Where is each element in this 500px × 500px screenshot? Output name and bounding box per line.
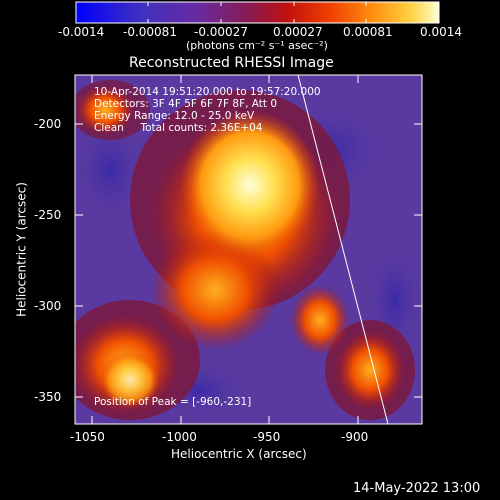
colorbar-tick-5: 0.00081	[343, 25, 393, 39]
x-ticks	[91, 75, 359, 424]
footer-timestamp: 14-May-2022 13:00	[353, 481, 481, 496]
y-tick-label: -200	[34, 117, 62, 131]
colorbar	[75, 1, 440, 24]
info-time-range: 10-Apr-2014 19:51:20.000 to 19:57:20.000	[94, 86, 321, 98]
x-axis-label: Heliocentric X (arcsec)	[171, 447, 307, 461]
colorbar-tick-1: -0.0014	[58, 25, 105, 39]
colorbar-tick-4: 0.00027	[273, 25, 323, 39]
heatmap-image	[75, 75, 422, 424]
info-detectors: Detectors: 3F 4F 5F 6F 7F 8F, Att 0	[94, 98, 278, 110]
plot-title: Reconstructed RHESSI Image	[129, 55, 334, 71]
colorbar-tick-3: -0.00027	[194, 25, 248, 39]
y-axis-label: Heliocentric Y (arcsec)	[14, 182, 29, 317]
y-tick-label: -300	[34, 299, 62, 313]
colorbar-tick-6: 0.0014	[420, 25, 462, 39]
y-tick-label: -250	[34, 208, 62, 222]
peak-position: Position of Peak = [-960,-231]	[94, 396, 252, 408]
x-tick-label: -900	[341, 430, 369, 444]
colorbar-units: (photons cm⁻² s⁻¹ asec⁻²)	[186, 39, 328, 52]
colorbar-tick-2: -0.00081	[123, 25, 177, 39]
plot-frame	[74, 74, 423, 425]
info-energy-range: Energy Range: 12.0 - 25.0 keV	[94, 110, 255, 122]
x-tick-label: -1000	[162, 430, 197, 444]
y-ticks	[75, 123, 422, 398]
x-tick-label: -950	[253, 430, 281, 444]
x-tick-label: -1050	[70, 430, 105, 444]
y-tick-label: -350	[34, 390, 62, 404]
colorbar-ticks	[75, 2, 439, 23]
info-clean-counts: Clean Total counts: 2.36E+04	[94, 122, 263, 134]
